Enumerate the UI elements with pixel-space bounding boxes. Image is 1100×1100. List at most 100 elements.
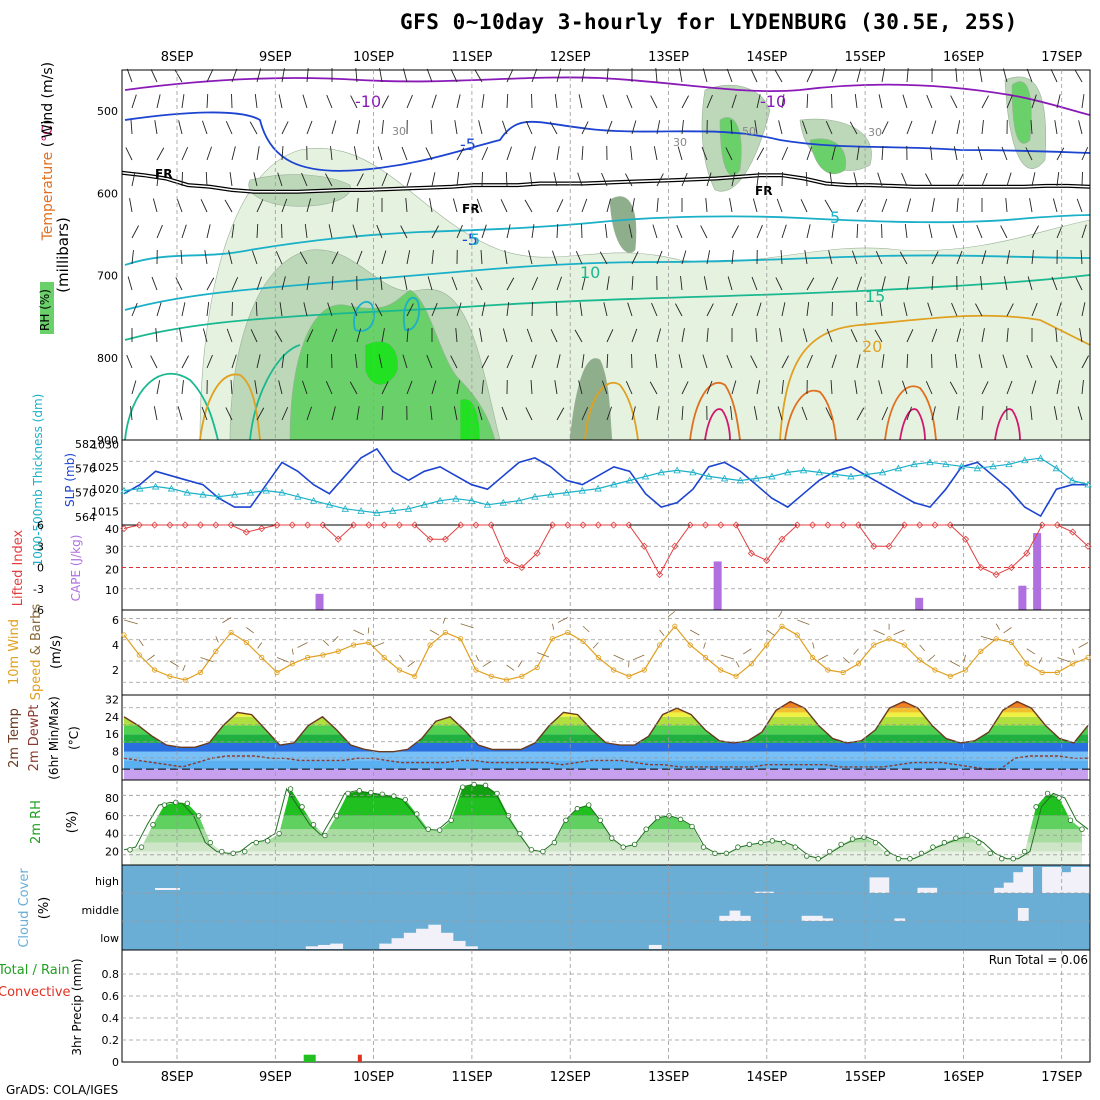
wind-barb <box>1054 120 1058 135</box>
wind-barb <box>681 172 688 187</box>
wind-speed-marker <box>962 667 969 673</box>
wind-barb <box>200 199 208 213</box>
wind-barb <box>231 224 235 239</box>
wind-barb <box>229 172 233 187</box>
wind-barb <box>181 147 189 161</box>
li-marker <box>701 521 710 529</box>
thickness-marker <box>578 486 586 494</box>
thickness-marker <box>467 496 476 504</box>
wind-barb <box>1006 250 1011 265</box>
wind-barb <box>1031 172 1036 187</box>
wind-barb <box>702 68 708 83</box>
surface-wind-barb <box>703 642 706 649</box>
temperature-contour-label: 5 <box>830 208 840 227</box>
thickness-marker <box>689 468 697 476</box>
rh-marker <box>150 822 156 828</box>
surface-wind-barb <box>1038 657 1043 664</box>
surface-wind-barb <box>169 660 179 667</box>
wind-barb <box>731 225 739 239</box>
wind-barb <box>224 199 233 213</box>
date-label-top: 12SEP <box>550 50 591 65</box>
li-marker <box>518 563 526 572</box>
wind-speed-marker <box>488 673 494 679</box>
li-marker <box>1084 542 1092 550</box>
wind-barb <box>906 406 912 421</box>
wind-barb <box>856 276 862 291</box>
wind-barb <box>578 94 583 109</box>
wind-barb <box>556 276 562 291</box>
wind-barb <box>625 173 633 187</box>
low-cloud-block <box>440 932 454 949</box>
wind-barb <box>381 120 384 135</box>
wind-barb <box>356 328 362 343</box>
wind-speed-marker <box>871 642 877 648</box>
thickness-marker <box>910 460 918 468</box>
rh-contour-label: 30 <box>868 126 882 139</box>
surface-wind-barb <box>399 654 405 662</box>
wind-barb <box>306 198 312 213</box>
wind-barb <box>206 224 211 239</box>
slp-tick-label: 1020 <box>91 483 119 496</box>
wind-barb <box>531 224 535 239</box>
wind-barb <box>775 277 783 291</box>
wind-barb <box>431 302 438 317</box>
date-label-bottom: 10SEP <box>353 1070 394 1085</box>
wind-barb <box>254 380 258 395</box>
wind-barb <box>178 120 183 135</box>
wind-barb <box>456 224 463 239</box>
wind-speed-marker <box>1008 639 1015 646</box>
wind-barb <box>656 173 664 187</box>
li-marker <box>732 521 740 529</box>
rh-marker <box>563 817 569 823</box>
wind-barb <box>731 380 737 395</box>
wind-barb <box>403 276 408 291</box>
wind-barb <box>774 69 783 83</box>
thickness-marker <box>720 474 729 482</box>
wind-barb <box>981 406 984 421</box>
wind-barb <box>249 121 258 135</box>
date-label-top: 17SEP <box>1041 50 1082 65</box>
rh-contour-label: 30 <box>673 136 687 149</box>
surface-wind-barb <box>429 629 440 636</box>
wind-barb <box>856 223 859 239</box>
cape-tick-label: 10 <box>105 584 119 597</box>
wind-barb <box>325 381 333 395</box>
wind-barb <box>899 251 908 265</box>
wind-speed-marker <box>656 642 663 648</box>
wind-barb <box>556 354 561 369</box>
low-cloud-block <box>452 940 466 949</box>
wind-barb <box>277 172 283 187</box>
wind-barb <box>881 198 888 213</box>
rh-marker <box>219 848 225 855</box>
wind-barb <box>152 198 158 213</box>
wind-barb <box>604 224 608 239</box>
wind-barb <box>656 198 659 213</box>
surface-wind-barb <box>797 619 810 625</box>
surface-wind-barb <box>778 611 783 618</box>
wind-barb <box>231 68 238 83</box>
wind-barb <box>777 406 783 421</box>
surface-wind-barb <box>215 636 219 643</box>
high-cloud-block <box>1003 882 1014 893</box>
wind-barb <box>606 353 609 369</box>
wind-barb <box>700 225 708 239</box>
wind-barb <box>778 120 783 135</box>
high-cloud-block <box>1051 867 1062 893</box>
wind-barb <box>356 173 364 187</box>
li-marker <box>334 535 342 543</box>
temperature-contour <box>124 274 1091 341</box>
temperature-contour-label: -10 <box>355 92 381 111</box>
temp-axis-title-2-part: 2m DewPt <box>27 705 42 772</box>
wind-barb <box>878 380 883 395</box>
wind-barb <box>405 198 408 213</box>
wind-barb <box>400 225 408 239</box>
wind-barb <box>627 302 633 317</box>
thickness-marker <box>942 460 950 468</box>
thickness-marker <box>547 490 555 498</box>
wind-barb <box>181 94 185 109</box>
wind-barb <box>156 147 165 161</box>
wind-barb <box>928 224 933 239</box>
cape-bar <box>915 597 924 610</box>
wind-speed-marker <box>152 667 158 673</box>
precip-tick-label: 0.8 <box>102 968 120 981</box>
